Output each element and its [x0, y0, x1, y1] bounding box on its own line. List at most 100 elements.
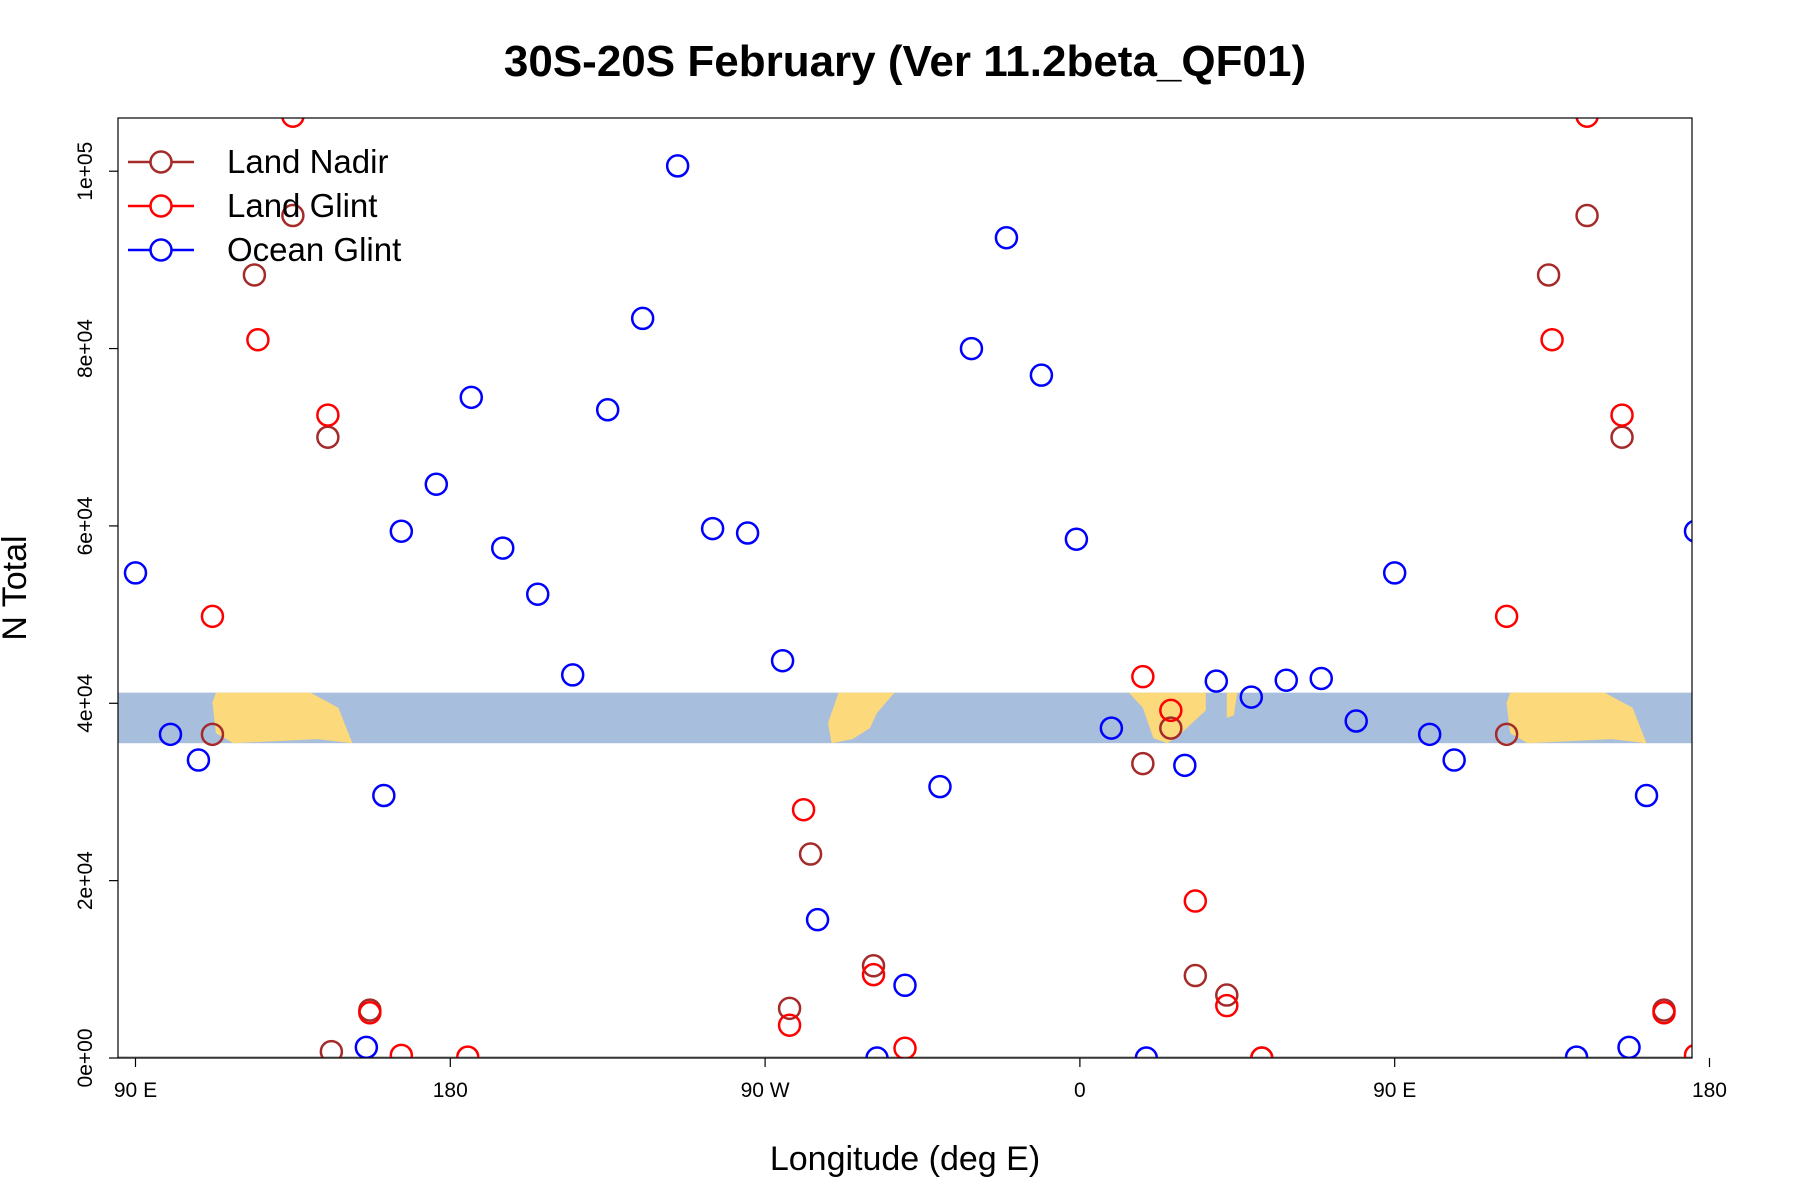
data-point — [791, 797, 816, 822]
y-tick-label: 4e+04 — [74, 673, 97, 732]
data-point — [893, 1036, 917, 1058]
data-point — [456, 1045, 480, 1058]
data-point — [242, 263, 267, 287]
y-tick-label: 2e+04 — [74, 851, 97, 910]
x-tick-label: 180 — [1692, 1079, 1727, 1102]
data-point — [123, 561, 148, 585]
y-tick-label: 8e+04 — [74, 319, 97, 378]
data-point — [861, 962, 886, 987]
chart-title: 30S-20S February (Ver 11.2beta_QF01) — [504, 37, 1306, 86]
data-point — [928, 774, 952, 799]
data-point — [1183, 889, 1208, 913]
data-point — [1564, 1045, 1589, 1058]
data-points — [123, 118, 1741, 1058]
data-point — [1540, 327, 1564, 352]
series-land-glint — [200, 118, 1692, 1058]
legend-marker — [149, 238, 173, 262]
data-point — [1610, 425, 1634, 449]
data-point — [525, 582, 550, 606]
data-point — [665, 154, 690, 178]
data-point — [865, 1046, 889, 1058]
data-point — [200, 604, 225, 629]
data-point — [1064, 527, 1089, 551]
data-point — [1183, 963, 1208, 988]
data-point — [158, 722, 183, 747]
legend-item: Land Nadir — [128, 143, 388, 180]
data-point — [1652, 1001, 1676, 1025]
data-point — [777, 1013, 802, 1037]
map-band — [118, 692, 1692, 1058]
data-point — [1029, 363, 1054, 387]
land-shape-4 — [1506, 692, 1647, 744]
data-point — [358, 1001, 382, 1025]
data-point — [459, 385, 484, 410]
data-point — [1575, 203, 1599, 228]
data-point — [560, 663, 585, 687]
legend-item: Land Glint — [128, 187, 377, 224]
data-point — [770, 648, 795, 673]
data-point — [735, 521, 760, 545]
data-point — [281, 118, 305, 128]
data-point — [798, 842, 823, 866]
x-axis: 90 E 180 90 W 0 90 E 180 — [114, 1058, 1727, 1102]
land-shape-3 — [1226, 692, 1238, 718]
data-point — [1720, 474, 1741, 495]
data-point — [1494, 722, 1519, 747]
data-point — [1173, 753, 1197, 778]
ocean-band — [118, 692, 1692, 744]
data-point — [319, 1039, 344, 1058]
data-point — [959, 336, 984, 361]
x-axis-label: Longitude (deg E) — [770, 1140, 1040, 1178]
data-point — [1417, 722, 1442, 747]
data-point — [1309, 666, 1333, 691]
data-point — [389, 519, 414, 543]
data-point — [1250, 1046, 1274, 1058]
y-axis-label: N Total — [0, 535, 34, 640]
data-point — [389, 1043, 414, 1058]
data-point — [1274, 668, 1299, 692]
data-point — [1159, 716, 1183, 740]
legend-label: Land Nadir — [227, 143, 388, 180]
data-point — [1239, 685, 1264, 709]
data-point — [354, 1035, 379, 1058]
data-point — [424, 472, 449, 496]
data-point — [893, 973, 917, 998]
data-point — [1442, 748, 1466, 772]
x-tick-label: 180 — [433, 1079, 468, 1102]
data-point — [630, 306, 655, 331]
data-point — [316, 425, 340, 449]
data-point — [1134, 1046, 1159, 1058]
data-point — [1344, 709, 1368, 733]
data-point — [861, 954, 886, 978]
data-point — [1204, 669, 1229, 693]
data-point — [777, 996, 802, 1021]
data-point — [186, 748, 211, 772]
data-point — [1159, 698, 1183, 723]
legend-item: Ocean Glint — [128, 231, 401, 268]
data-point — [1617, 1035, 1641, 1058]
data-point — [1683, 520, 1692, 543]
data-point — [1536, 263, 1561, 287]
data-point — [491, 536, 515, 560]
data-point — [1131, 751, 1155, 776]
series-ocean-glint — [123, 154, 1741, 1058]
legend-label: Land Glint — [227, 187, 377, 224]
y-tick-label: 6e+04 — [74, 496, 97, 555]
plot-frame — [117, 117, 1693, 1059]
legend-marker — [149, 150, 173, 174]
data-point — [316, 403, 340, 427]
legend-label: Ocean Glint — [227, 231, 401, 268]
data-point — [1634, 783, 1659, 808]
data-point — [1494, 604, 1519, 629]
data-point — [1610, 403, 1634, 427]
x-tick-label: 90 W — [741, 1079, 790, 1102]
land-shape-1 — [828, 692, 895, 744]
data-point — [281, 203, 305, 228]
land-shape-0 — [212, 692, 353, 744]
series-land-nadir — [200, 203, 1676, 1058]
data-point — [1215, 983, 1239, 1007]
x-tick-label: 90 E — [114, 1079, 157, 1102]
data-point — [246, 327, 270, 352]
y-tick-label: 0e+00 — [74, 1029, 97, 1088]
